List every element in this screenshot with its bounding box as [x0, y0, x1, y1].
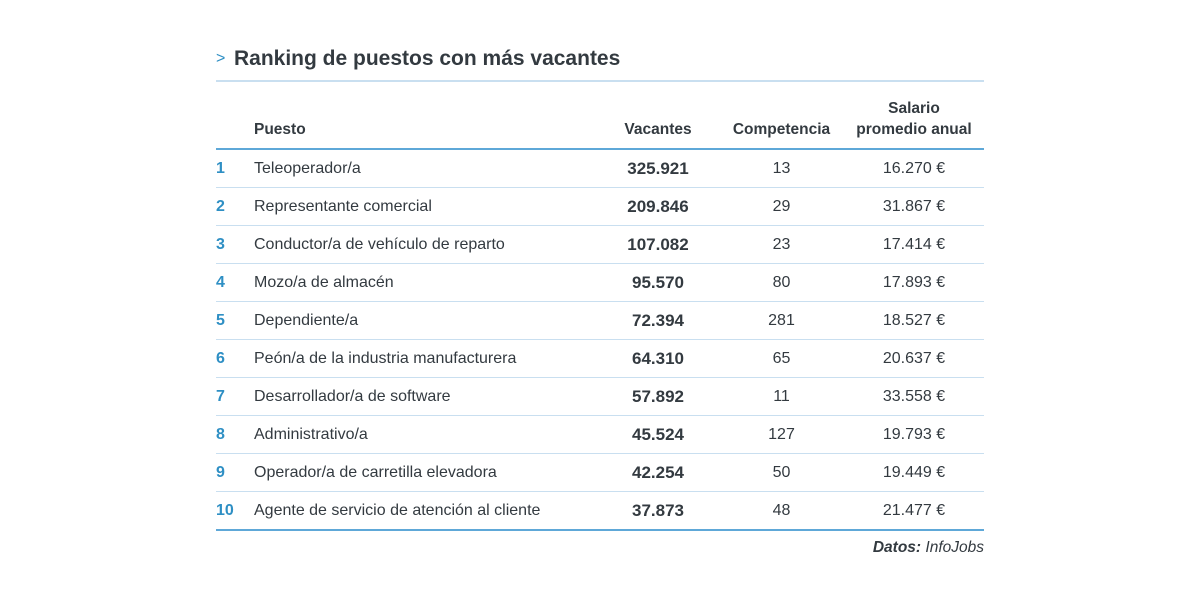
header-rank	[216, 82, 254, 150]
competencia-cell: 29	[719, 187, 844, 226]
table-row: 9 Operador/a de carretilla elevadora 42.25…	[216, 453, 984, 492]
table-body: 1 Teleoperador/a 325.921 13 16.270 €2 Represe…	[216, 149, 984, 531]
vacantes-cell: 107.082	[597, 225, 719, 264]
table-row: 7 Desarrollador/a de software 57.892 11 33.5…	[216, 377, 984, 416]
puesto-cell: Agente de servicio de atención al client…	[254, 491, 597, 531]
puesto-cell: Desarrollador/a de software	[254, 377, 597, 416]
rank-cell: 6	[216, 339, 254, 378]
puesto-cell: Administrativo/a	[254, 415, 597, 454]
salario-cell: 18.527 €	[844, 301, 984, 340]
competencia-cell: 11	[719, 377, 844, 416]
puesto-cell: Dependiente/a	[254, 301, 597, 340]
header-competencia: Competencia	[719, 82, 844, 150]
rank-cell: 4	[216, 263, 254, 302]
salario-cell: 19.449 €	[844, 453, 984, 492]
header-puesto: Puesto	[254, 82, 597, 150]
table-row: 2 Representante comercial 209.846 29 31.867 …	[216, 187, 984, 226]
competencia-cell: 50	[719, 453, 844, 492]
source-credit: Datos: InfoJobs	[216, 539, 984, 557]
competencia-cell: 80	[719, 263, 844, 302]
salario-cell: 21.477 €	[844, 491, 984, 531]
vacantes-cell: 325.921	[597, 149, 719, 188]
rank-cell: 2	[216, 187, 254, 226]
table-row: 8 Administrativo/a 45.524 127 19.793 €	[216, 415, 984, 454]
puesto-cell: Conductor/a de vehículo de reparto	[254, 225, 597, 264]
vacantes-cell: 95.570	[597, 263, 719, 302]
puesto-cell: Peón/a de la industria manufacturera	[254, 339, 597, 378]
table-row: 5 Dependiente/a 72.394 281 18.527 €	[216, 301, 984, 340]
table-row: 4 Mozo/a de almacén 95.570 80 17.893 €	[216, 263, 984, 302]
competencia-cell: 48	[719, 491, 844, 531]
puesto-cell: Operador/a de carretilla elevadora	[254, 453, 597, 492]
title-row: > Ranking de puestos con más vacantes	[216, 44, 984, 74]
vacantes-cell: 209.846	[597, 187, 719, 226]
salario-cell: 33.558 €	[844, 377, 984, 416]
vacantes-cell: 57.892	[597, 377, 719, 416]
vacantes-cell: 64.310	[597, 339, 719, 378]
source-label: Datos:	[872, 539, 922, 556]
puesto-cell: Teleoperador/a	[254, 149, 597, 188]
vacantes-cell: 42.254	[597, 453, 719, 492]
competencia-cell: 281	[719, 301, 844, 340]
ranking-table: Puesto Vacantes Competencia Salario prom…	[216, 82, 984, 531]
header-salario-line2: promedio anual	[856, 121, 972, 138]
competencia-cell: 23	[719, 225, 844, 264]
rank-cell: 5	[216, 301, 254, 340]
table-title: Ranking de puestos con más vacantes	[234, 47, 621, 70]
table-header-row: Puesto Vacantes Competencia Salario prom…	[216, 82, 984, 150]
puesto-cell: Representante comercial	[254, 187, 597, 226]
title-divider	[216, 80, 984, 82]
caret-icon: >	[216, 50, 226, 67]
competencia-cell: 65	[719, 339, 844, 378]
puesto-cell: Mozo/a de almacén	[254, 263, 597, 302]
salario-cell: 17.414 €	[844, 225, 984, 264]
rank-cell: 8	[216, 415, 254, 454]
rank-cell: 9	[216, 453, 254, 492]
header-salario-line1: Salario	[888, 100, 940, 117]
table-row: 10 Agente de servicio de atención al clie…	[216, 491, 984, 531]
header-salario: Salario promedio anual	[844, 82, 984, 150]
rank-cell: 1	[216, 149, 254, 188]
salario-cell: 31.867 €	[844, 187, 984, 226]
rank-cell: 7	[216, 377, 254, 416]
vacantes-cell: 72.394	[597, 301, 719, 340]
rank-cell: 3	[216, 225, 254, 264]
vacantes-cell: 45.524	[597, 415, 719, 454]
salario-cell: 19.793 €	[844, 415, 984, 454]
rank-cell: 10	[216, 491, 254, 531]
salario-cell: 17.893 €	[844, 263, 984, 302]
salario-cell: 20.637 €	[844, 339, 984, 378]
source-name: InfoJobs	[925, 539, 984, 556]
table-row: 1 Teleoperador/a 325.921 13 16.270 €	[216, 149, 984, 188]
competencia-cell: 127	[719, 415, 844, 454]
header-vacantes: Vacantes	[597, 82, 719, 150]
table-row: 3 Conductor/a de vehículo de reparto 107.0…	[216, 225, 984, 264]
salario-cell: 16.270 €	[844, 149, 984, 188]
competencia-cell: 13	[719, 149, 844, 188]
table-row: 6 Peón/a de la industria manufacturera 64.…	[216, 339, 984, 378]
vacantes-cell: 37.873	[597, 491, 719, 531]
ranking-table-card: > Ranking de puestos con más vacantes Pu…	[216, 44, 984, 557]
